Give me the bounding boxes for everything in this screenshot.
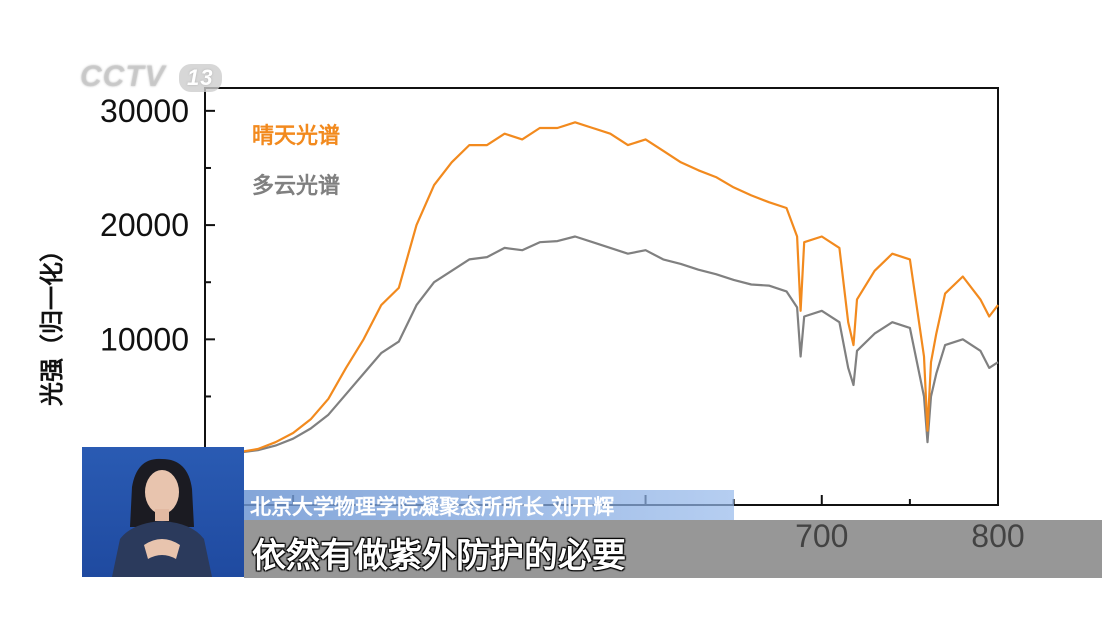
series-line-1: [205, 235, 999, 455]
y-axis-label: 光强（归一化）: [38, 238, 66, 407]
plot-frame: [204, 87, 999, 506]
subtitle-bar: 依然有做紫外防护的必要: [244, 520, 1102, 578]
interpreter-figure-icon: [112, 458, 212, 577]
legend-entry-0: 晴天光谱: [252, 123, 340, 149]
series-line-0: [205, 121, 999, 455]
y-tick-label: 20000: [100, 207, 189, 243]
speaker-caption-bar: 北京大学物理学院凝聚态所所长 刘开辉: [244, 490, 734, 520]
sign-language-interpreter-inset: [82, 447, 244, 577]
speaker-caption: 北京大学物理学院凝聚态所所长 刘开辉: [250, 495, 615, 519]
y-tick-label: 10000: [100, 321, 189, 357]
subtitle-text: 依然有做紫外防护的必要: [252, 536, 626, 576]
channel-number-badge: 13: [179, 64, 222, 93]
channel-logo-text: CCTV: [80, 60, 166, 93]
series-layer: [205, 121, 999, 455]
channel-logo: CCTV 13: [80, 60, 222, 94]
y-tick-label: 30000: [100, 93, 189, 129]
legend-entry-1: 多云光谱: [252, 173, 340, 199]
